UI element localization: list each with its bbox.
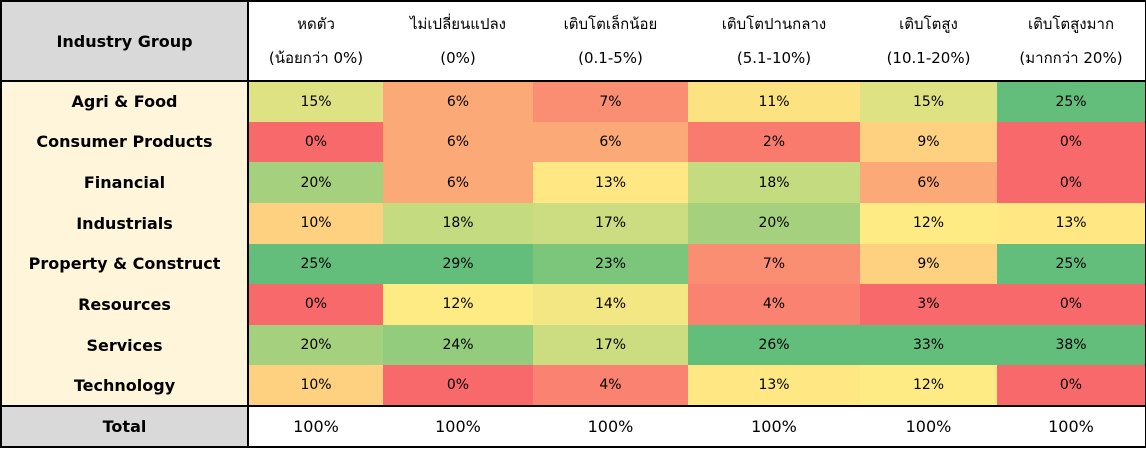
heatmap-cell: 7% (688, 243, 860, 285)
total-cell: 100% (383, 405, 533, 447)
heatmap-cell: 18% (688, 162, 860, 203)
heatmap-cell: 10% (248, 202, 383, 244)
heatmap-cell: 25% (997, 243, 1146, 285)
column-label: ไม่เปลี่ยนแปลง (409, 15, 507, 33)
heatmap-cell: 17% (533, 324, 688, 366)
row-label: Resources (1, 284, 249, 325)
total-cell: 100% (248, 405, 383, 447)
column-range: (0%) (440, 49, 476, 67)
row-label: Consumer Products (1, 121, 249, 163)
table-row: Industrials 10% 18% 17% 20% 12% 13% (1, 202, 1146, 244)
column-range: (10.1-20%) (886, 49, 971, 67)
heatmap-body: Agri & Food 15% 6% 7% 11% 15% 25% Consumer Prod… (1, 81, 1146, 406)
heatmap-cell: 24% (383, 324, 533, 366)
table-row: Technology 10% 0% 4% 13% 12% 0% (1, 365, 1146, 406)
column-header: ไม่เปลี่ยนแปลง (0%) (383, 1, 533, 82)
heatmap-cell: 13% (997, 202, 1146, 244)
column-range: (5.1-10%) (736, 49, 812, 67)
column-header: เติบโตเล็กน้อย (0.1-5%) (533, 1, 688, 82)
heatmap-cell: 0% (248, 121, 383, 163)
column-label: เติบโตสูงมาก (1027, 15, 1115, 33)
heatmap-cell: 3% (860, 284, 997, 325)
total-cell: 100% (860, 405, 997, 447)
heatmap-cell: 20% (688, 202, 860, 244)
heatmap-cell: 20% (248, 324, 383, 366)
table-row: Consumer Products 0% 6% 6% 2% 9% 0% (1, 121, 1146, 163)
row-header-title: Industry Group (1, 1, 249, 82)
heatmap-cell: 0% (997, 284, 1146, 325)
column-header: เติบโตสูงมาก (มากกว่า 20%) (997, 1, 1146, 82)
heatmap-cell: 10% (248, 365, 383, 406)
heatmap-cell: 17% (533, 202, 688, 244)
total-cell: 100% (997, 405, 1146, 447)
total-cell: 100% (688, 405, 860, 447)
heatmap-cell: 12% (860, 365, 997, 406)
heatmap-cell: 6% (383, 81, 533, 122)
heatmap-cell: 26% (688, 324, 860, 366)
heatmap-cell: 12% (860, 202, 997, 244)
heatmap-cell: 4% (688, 284, 860, 325)
table-row: Agri & Food 15% 6% 7% 11% 15% 25% (1, 81, 1146, 122)
heatmap-cell: 0% (383, 365, 533, 406)
row-label: Property & Construct (1, 243, 249, 285)
heatmap-cell: 7% (533, 81, 688, 122)
total-cell: 100% (533, 405, 688, 447)
heatmap-cell: 6% (383, 162, 533, 203)
column-label: เติบโตสูง (899, 15, 958, 33)
heatmap-cell: 9% (860, 121, 997, 163)
column-header: หดตัว (น้อยกว่า 0%) (248, 1, 383, 82)
heatmap-cell: 20% (248, 162, 383, 203)
heatmap-cell: 15% (248, 81, 383, 122)
row-label: Agri & Food (1, 81, 249, 122)
row-label: Industrials (1, 202, 249, 244)
heatmap-cell: 6% (383, 121, 533, 163)
table-row: Property & Construct 25% 29% 23% 7% 9% 25% (1, 243, 1146, 285)
row-label: Services (1, 324, 249, 366)
heatmap-cell: 14% (533, 284, 688, 325)
total-row: Total 100% 100% 100% 100% 100% 100% (1, 405, 1146, 447)
heatmap-cell: 4% (533, 365, 688, 406)
column-header-row: Industry Group หดตัว (น้อยกว่า 0%) ไม่เปล… (1, 1, 1146, 82)
heatmap-cell: 13% (688, 365, 860, 406)
heatmap-cell: 38% (997, 324, 1146, 366)
table-row: Resources 0% 12% 14% 4% 3% 0% (1, 284, 1146, 325)
column-header: เติบโตสูง (10.1-20%) (860, 1, 997, 82)
heatmap-cell: 6% (860, 162, 997, 203)
heatmap-cell: 25% (997, 81, 1146, 122)
heatmap-cell: 11% (688, 81, 860, 122)
column-range: (มากกว่า 20%) (1019, 49, 1123, 67)
table-row: Services 20% 24% 17% 26% 33% 38% (1, 324, 1146, 366)
heatmap-cell: 0% (997, 121, 1146, 163)
heatmap-cell: 29% (383, 243, 533, 285)
column-label: เติบโตเล็กน้อย (563, 15, 658, 33)
heatmap-cell: 2% (688, 121, 860, 163)
heatmap-cell: 15% (860, 81, 997, 122)
table-row: Financial 20% 6% 13% 18% 6% 0% (1, 162, 1146, 203)
heatmap-cell: 18% (383, 202, 533, 244)
heatmap-cell: 23% (533, 243, 688, 285)
heatmap-cell: 33% (860, 324, 997, 366)
column-label: เติบโตปานกลาง (721, 15, 827, 33)
heatmap-cell: 0% (997, 365, 1146, 406)
heatmap-cell: 12% (383, 284, 533, 325)
column-label: หดตัว (297, 15, 335, 33)
column-range: (น้อยกว่า 0%) (268, 49, 364, 67)
heatmap-cell: 9% (860, 243, 997, 285)
total-label: Total (1, 405, 249, 447)
heatmap-cell: 0% (248, 284, 383, 325)
row-label: Technology (1, 365, 249, 406)
heatmap-cell: 6% (533, 121, 688, 163)
heatmap-cell: 13% (533, 162, 688, 203)
row-label: Financial (1, 162, 249, 203)
heatmap-cell: 0% (997, 162, 1146, 203)
heatmap-cell: 25% (248, 243, 383, 285)
column-header: เติบโตปานกลาง (5.1-10%) (688, 1, 860, 82)
column-range: (0.1-5%) (578, 49, 643, 67)
